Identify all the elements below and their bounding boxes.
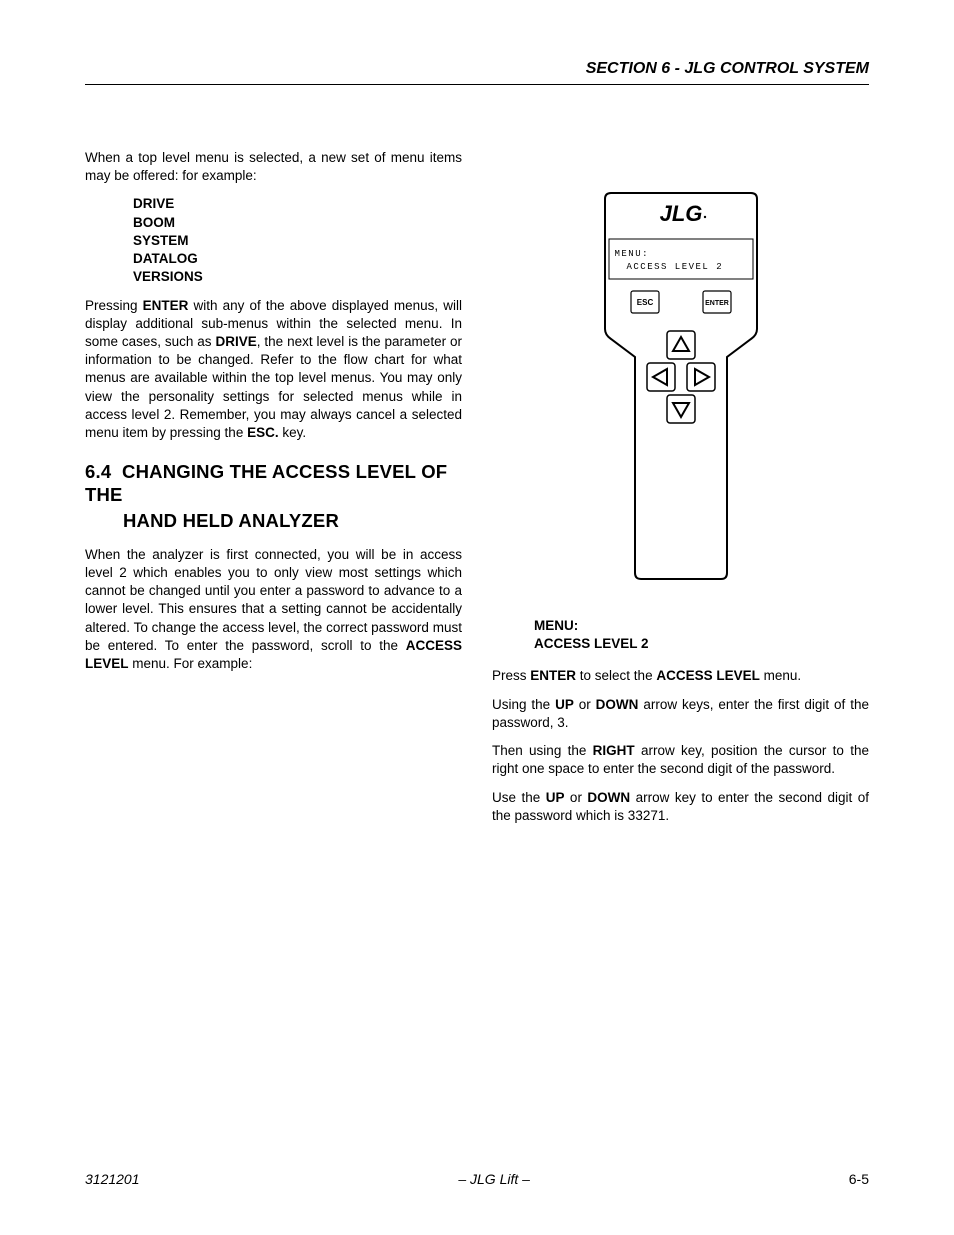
- bold-up: UP: [546, 790, 565, 805]
- analyzer-device-figure: JLG ESC ENTER: [492, 191, 869, 581]
- two-column-layout: When a top level menu is selected, a new…: [85, 149, 869, 835]
- heading-line-2: HAND HELD ANALYZER: [85, 509, 462, 532]
- menu-item: SYSTEM: [133, 232, 462, 250]
- svg-text:ESC: ESC: [636, 298, 653, 307]
- heading-number: 6.4: [85, 460, 111, 483]
- bold-right: RIGHT: [593, 743, 635, 758]
- svg-text:ENTER: ENTER: [705, 300, 729, 307]
- footer-page-number: 6-5: [849, 1171, 869, 1187]
- instruction-4: Use the UP or DOWN arrow key to enter th…: [492, 789, 869, 825]
- menu-item: DATALOG: [133, 250, 462, 268]
- text-run: Then using the: [492, 743, 593, 758]
- jlg-logo-text: JLG: [659, 201, 702, 226]
- lcd-line-1: MENU:: [615, 248, 747, 261]
- caption-line-1: MENU:: [534, 617, 869, 635]
- text-run: menu.: [760, 668, 801, 683]
- text-run: Pressing: [85, 298, 143, 313]
- bold-down: DOWN: [596, 697, 639, 712]
- bold-up: UP: [555, 697, 574, 712]
- instruction-2: Using the UP or DOWN arrow keys, enter t…: [492, 696, 869, 732]
- footer-title: – JLG Lift –: [458, 1171, 530, 1187]
- bold-down: DOWN: [587, 790, 630, 805]
- submenu-paragraph: Pressing ENTER with any of the above dis…: [85, 297, 462, 443]
- page-footer: 3121201 – JLG Lift – 6-5: [85, 1171, 869, 1187]
- bold-enter: ENTER: [530, 668, 576, 683]
- text-run: Using the: [492, 697, 555, 712]
- menu-item: BOOM: [133, 214, 462, 232]
- text-run: to select the: [576, 668, 656, 683]
- text-run: Press: [492, 668, 530, 683]
- menu-list: DRIVE BOOM SYSTEM DATALOG VERSIONS: [133, 195, 462, 286]
- text-run: or: [574, 697, 596, 712]
- lcd-screen: MENU: ACCESS LEVEL 2: [609, 245, 753, 279]
- analyzer-device: JLG ESC ENTER: [591, 191, 771, 581]
- bold-access-level: ACCESS LEVEL: [656, 668, 760, 683]
- instruction-1: Press ENTER to select the ACCESS LEVEL m…: [492, 667, 869, 685]
- text-run: menu. For example:: [129, 656, 253, 671]
- access-level-paragraph: When the analyzer is first connected, yo…: [85, 546, 462, 674]
- bold-drive: DRIVE: [215, 334, 256, 349]
- menu-caption: MENU: ACCESS LEVEL 2: [534, 617, 869, 653]
- text-run: or: [564, 790, 587, 805]
- menu-item: DRIVE: [133, 195, 462, 213]
- text-run: Use the: [492, 790, 546, 805]
- text-run: key.: [279, 425, 307, 440]
- bold-esc: ESC.: [247, 425, 279, 440]
- left-column: When a top level menu is selected, a new…: [85, 149, 462, 835]
- section-heading-64: 6.4 CHANGING THE ACCESS LEVEL OF THE HAN…: [85, 460, 462, 531]
- heading-line-1: CHANGING THE ACCESS LEVEL OF THE: [85, 461, 447, 505]
- section-header: SECTION 6 - JLG CONTROL SYSTEM: [85, 60, 869, 85]
- footer-doc-number: 3121201: [85, 1171, 140, 1187]
- menu-item: VERSIONS: [133, 268, 462, 286]
- intro-paragraph: When a top level menu is selected, a new…: [85, 149, 462, 185]
- lcd-line-2: ACCESS LEVEL 2: [615, 261, 747, 274]
- instruction-3: Then using the RIGHT arrow key, position…: [492, 742, 869, 778]
- caption-line-2: ACCESS LEVEL 2: [534, 635, 869, 653]
- bold-enter: ENTER: [143, 298, 189, 313]
- right-column: JLG ESC ENTER: [492, 149, 869, 835]
